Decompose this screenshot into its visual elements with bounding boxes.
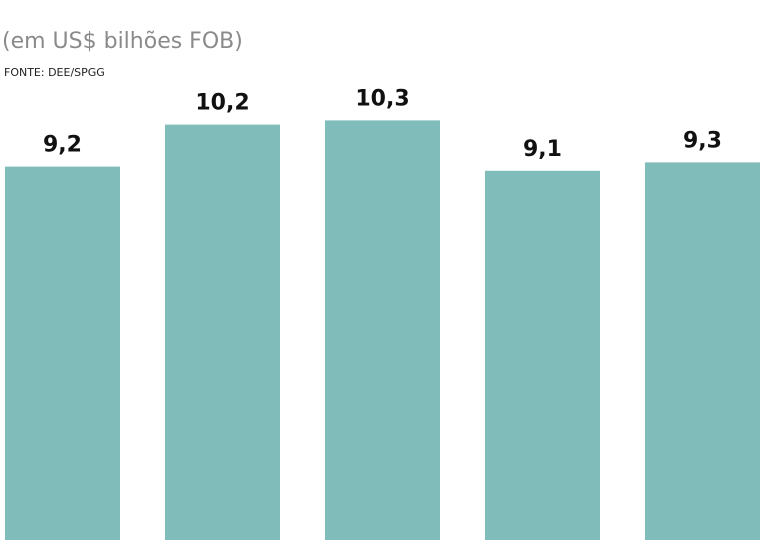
- bar: [485, 170, 600, 540]
- bar: [645, 162, 760, 540]
- chart-title: 1º semestre de 2021 a 2025: [45, 0, 585, 9]
- bar: [325, 120, 440, 540]
- bar: [165, 124, 280, 540]
- value-label: 9,2: [43, 133, 82, 158]
- chart-source: FONTE: DEE/SPGG: [4, 66, 105, 79]
- value-label: 9,1: [523, 137, 562, 162]
- bar: [5, 166, 120, 540]
- value-label: 9,3: [683, 128, 722, 153]
- value-label: 10,3: [355, 86, 409, 111]
- value-label: 10,2: [195, 91, 249, 116]
- chart-subtitle: (em US$ bilhões FOB): [2, 29, 243, 54]
